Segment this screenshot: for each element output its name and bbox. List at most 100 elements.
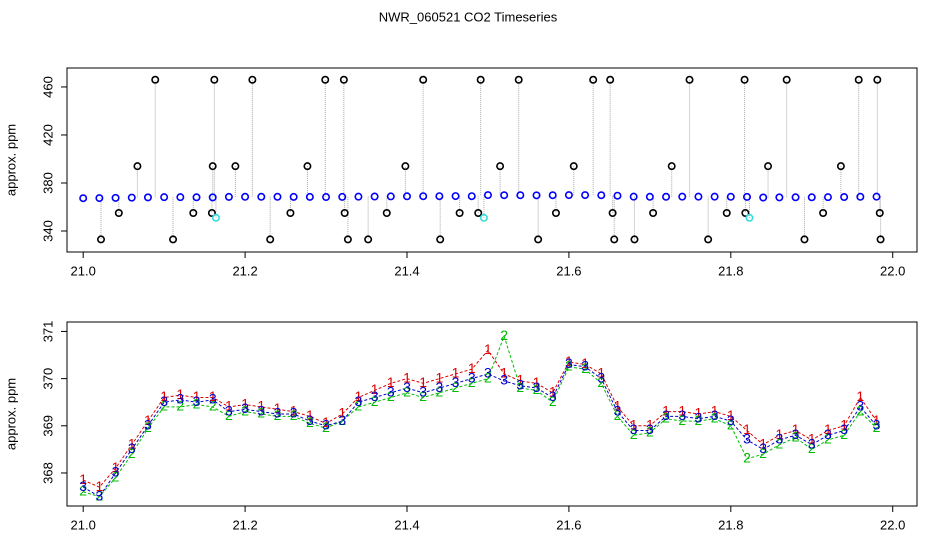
series-line [82, 349, 877, 488]
point-label: 1 [500, 365, 508, 381]
point [289, 192, 298, 201]
y-tick-label: 370 [40, 368, 55, 390]
point-label: 3 [257, 402, 265, 418]
point-label: 1 [711, 402, 719, 418]
point [613, 191, 622, 200]
point [133, 162, 142, 171]
point-label: 3 [306, 412, 314, 428]
point [114, 208, 123, 217]
point [127, 193, 136, 202]
x-tick-label: 21.8 [718, 517, 743, 532]
point-label: 1 [452, 365, 460, 381]
point-label: 2 [646, 424, 654, 440]
point [386, 192, 395, 201]
point-label: 2 [371, 393, 379, 409]
point-label: 3 [840, 421, 848, 437]
point-label: 3 [549, 388, 557, 404]
point [740, 75, 749, 84]
point-label: 2 [144, 419, 152, 435]
point-label: 3 [241, 400, 249, 416]
point [266, 235, 275, 244]
point-label: 1 [419, 374, 427, 390]
point-label: 1 [856, 388, 864, 404]
point [667, 162, 676, 171]
point-label: 3 [355, 393, 363, 409]
x-tick-label: 21.8 [718, 263, 743, 278]
point-label: 2 [452, 379, 460, 395]
point-label: 3 [468, 369, 476, 385]
point-label: 3 [565, 355, 573, 371]
x-tick-label: 22.0 [880, 263, 905, 278]
point [678, 192, 687, 201]
point [645, 192, 654, 201]
point [257, 192, 266, 201]
point-label: 2 [614, 407, 622, 423]
point-label: 2 [662, 409, 670, 425]
point [629, 192, 638, 201]
y-tick-label: 460 [40, 76, 55, 98]
point [176, 193, 185, 202]
point-label: 2 [727, 416, 735, 432]
point [662, 192, 671, 201]
point-label: 1 [403, 369, 411, 385]
point-label: 3 [176, 391, 184, 407]
point-label: 3 [79, 478, 87, 494]
point [419, 75, 428, 84]
point-label: 2 [322, 419, 330, 435]
point-label: 3 [727, 412, 735, 428]
point-label: 2 [630, 426, 638, 442]
point [476, 75, 485, 84]
point-label: 2 [95, 487, 103, 503]
point-label: 2 [403, 383, 411, 399]
point-label: 1 [646, 416, 654, 432]
point-label: 1 [727, 407, 735, 423]
point-label: 1 [484, 341, 492, 357]
point-label: 3 [500, 372, 508, 388]
point-label: 1 [549, 383, 557, 399]
point-label: 2 [597, 374, 605, 390]
point [782, 75, 791, 84]
point [435, 192, 444, 201]
point-label: 2 [257, 405, 265, 421]
point [694, 192, 703, 201]
point [322, 193, 331, 202]
point-label: 1 [792, 421, 800, 437]
point [189, 208, 198, 217]
point-label: 2 [274, 407, 282, 423]
point [402, 192, 411, 201]
point-label: 1 [274, 400, 282, 416]
point-label: 3 [759, 440, 767, 456]
point [479, 213, 488, 222]
point-label: 3 [371, 388, 379, 404]
point-label: 2 [759, 445, 767, 461]
point [745, 213, 754, 222]
point [606, 75, 615, 84]
point-label: 1 [160, 388, 168, 404]
point-label: 1 [355, 388, 363, 404]
point [630, 235, 639, 244]
point [436, 235, 445, 244]
point [79, 194, 88, 203]
point [338, 192, 347, 201]
point [791, 193, 800, 202]
point-label: 1 [322, 414, 330, 430]
point-label: 3 [824, 426, 832, 442]
point [649, 208, 658, 217]
point-label: 1 [533, 374, 541, 390]
point-label: 1 [468, 360, 476, 376]
point [726, 192, 735, 201]
point [340, 208, 349, 217]
point [211, 213, 220, 222]
point-label: 1 [225, 398, 233, 414]
point [742, 192, 751, 201]
point [401, 162, 410, 171]
point-label: 1 [695, 405, 703, 421]
point [339, 75, 348, 84]
point [303, 162, 312, 171]
point-label: 2 [128, 445, 136, 461]
x-tick-label: 21.4 [394, 517, 419, 532]
point-label: 3 [419, 383, 427, 399]
point-label: 2 [435, 383, 443, 399]
point-label: 2 [775, 435, 783, 451]
